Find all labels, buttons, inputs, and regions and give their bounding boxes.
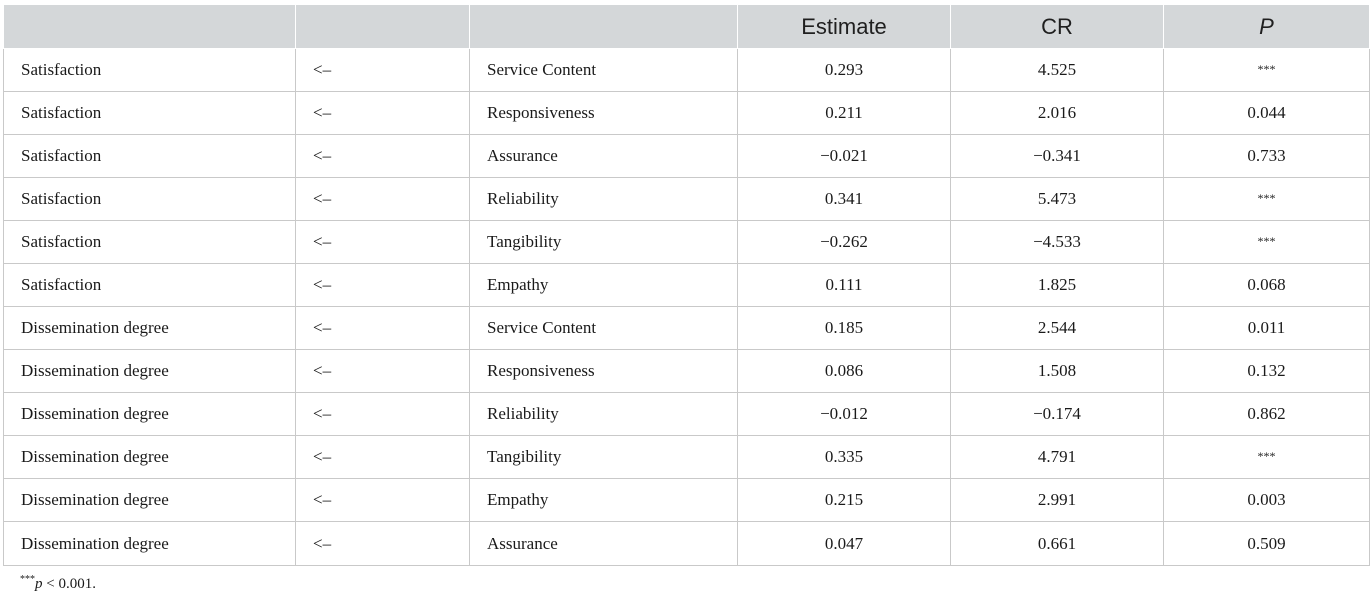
table-row: Satisfaction <– Tangibility −0.262 −4.533 *** [3,220,1370,264]
p-value-cell: 0.132 [1163,349,1370,393]
path-arrow-cell: <– [295,134,470,178]
path-arrow-cell: <– [295,263,470,307]
header-cell [295,4,470,49]
cr-cell: 1.508 [950,349,1164,393]
dependent-variable-cell: Dissemination degree [3,392,296,436]
dependent-variable-cell: Dissemination degree [3,435,296,479]
table-row: Dissemination degree <– Tangibility 0.335 4.… [3,435,1370,479]
dependent-variable-cell: Satisfaction [3,263,296,307]
cr-cell: −4.533 [950,220,1164,264]
path-arrow-cell: <– [295,435,470,479]
table-row: Satisfaction <– Service Content 0.293 4.525 *… [3,48,1370,92]
header-cell [469,4,738,49]
results-table-container: Estimate CR P Satisfaction <– Service Cont… [3,4,1370,566]
estimate-cell: −0.012 [737,392,951,436]
estimate-cell: 0.215 [737,478,951,522]
cr-cell: 5.473 [950,177,1164,221]
cr-cell: 2.991 [950,478,1164,522]
footnote-stars: *** [20,574,35,585]
p-value-cell: *** [1163,435,1370,479]
header-cr: CR [950,4,1164,49]
dependent-variable-cell: Satisfaction [3,134,296,178]
predictor-cell: Service Content [469,306,738,350]
p-value-cell: *** [1163,177,1370,221]
footnote-p: p [35,576,43,592]
path-arrow-cell: <– [295,177,470,221]
dependent-variable-cell: Satisfaction [3,220,296,264]
p-value-cell: *** [1163,48,1370,92]
cr-cell: 2.016 [950,91,1164,135]
table-row: Dissemination degree <– Responsiveness 0.08… [3,349,1370,393]
path-arrow-cell: <– [295,306,470,350]
table-row: Satisfaction <– Empathy 0.111 1.825 0.068 [3,263,1370,307]
predictor-cell: Responsiveness [469,91,738,135]
table-row: Satisfaction <– Responsiveness 0.211 2.016 0.… [3,91,1370,135]
predictor-cell: Reliability [469,177,738,221]
table-row: Dissemination degree <– Service Content 0.1… [3,306,1370,350]
predictor-cell: Responsiveness [469,349,738,393]
cr-cell: 2.544 [950,306,1164,350]
dependent-variable-cell: Satisfaction [3,48,296,92]
header-p: P [1163,4,1370,49]
p-value-cell: 0.044 [1163,91,1370,135]
header-estimate: Estimate [737,4,951,49]
predictor-cell: Empathy [469,263,738,307]
estimate-cell: −0.262 [737,220,951,264]
p-value-cell: 0.509 [1163,521,1370,566]
p-value-cell: *** [1163,220,1370,264]
predictor-cell: Service Content [469,48,738,92]
predictor-cell: Assurance [469,521,738,566]
table-row: Satisfaction <– Assurance −0.021 −0.341 0.733 [3,134,1370,178]
predictor-cell: Reliability [469,392,738,436]
path-arrow-cell: <– [295,349,470,393]
footnote-text: < 0.001. [42,576,96,592]
dependent-variable-cell: Dissemination degree [3,521,296,566]
dependent-variable-cell: Dissemination degree [3,478,296,522]
header-row: Estimate CR P [3,4,1370,49]
dependent-variable-cell: Dissemination degree [3,349,296,393]
path-arrow-cell: <– [295,478,470,522]
predictor-cell: Empathy [469,478,738,522]
p-value-cell: 0.003 [1163,478,1370,522]
cr-cell: 1.825 [950,263,1164,307]
predictor-cell: Tangibility [469,220,738,264]
table-row: Dissemination degree <– Empathy 0.215 2.991 0… [3,478,1370,522]
predictor-cell: Assurance [469,134,738,178]
dependent-variable-cell: Satisfaction [3,91,296,135]
path-arrow-cell: <– [295,91,470,135]
estimate-cell: 0.335 [737,435,951,479]
estimate-cell: −0.021 [737,134,951,178]
cr-cell: 4.525 [950,48,1164,92]
p-value-cell: 0.733 [1163,134,1370,178]
table-row: Dissemination degree <– Reliability −0.012−… [3,392,1370,436]
path-arrow-cell: <– [295,220,470,264]
estimate-cell: 0.211 [737,91,951,135]
header-cell [3,4,296,49]
cr-cell: 0.661 [950,521,1164,566]
path-estimates-table: Estimate CR P Satisfaction <– Service Cont… [3,4,1370,566]
path-arrow-cell: <– [295,392,470,436]
estimate-cell: 0.111 [737,263,951,307]
cr-cell: −0.341 [950,134,1164,178]
p-value-cell: 0.068 [1163,263,1370,307]
dependent-variable-cell: Dissemination degree [3,306,296,350]
p-value-cell: 0.862 [1163,392,1370,436]
estimate-cell: 0.086 [737,349,951,393]
estimate-cell: 0.341 [737,177,951,221]
estimate-cell: 0.047 [737,521,951,566]
table-row: Satisfaction <– Reliability 0.341 5.473 *** [3,177,1370,221]
cr-cell: 4.791 [950,435,1164,479]
table-footnote: ***p < 0.001. [20,574,96,593]
cr-cell: −0.174 [950,392,1164,436]
dependent-variable-cell: Satisfaction [3,177,296,221]
estimate-cell: 0.293 [737,48,951,92]
estimate-cell: 0.185 [737,306,951,350]
path-arrow-cell: <– [295,521,470,566]
predictor-cell: Tangibility [469,435,738,479]
table-row: Dissemination degree <– Assurance 0.047 0.66… [3,521,1370,566]
p-value-cell: 0.011 [1163,306,1370,350]
path-arrow-cell: <– [295,48,470,92]
